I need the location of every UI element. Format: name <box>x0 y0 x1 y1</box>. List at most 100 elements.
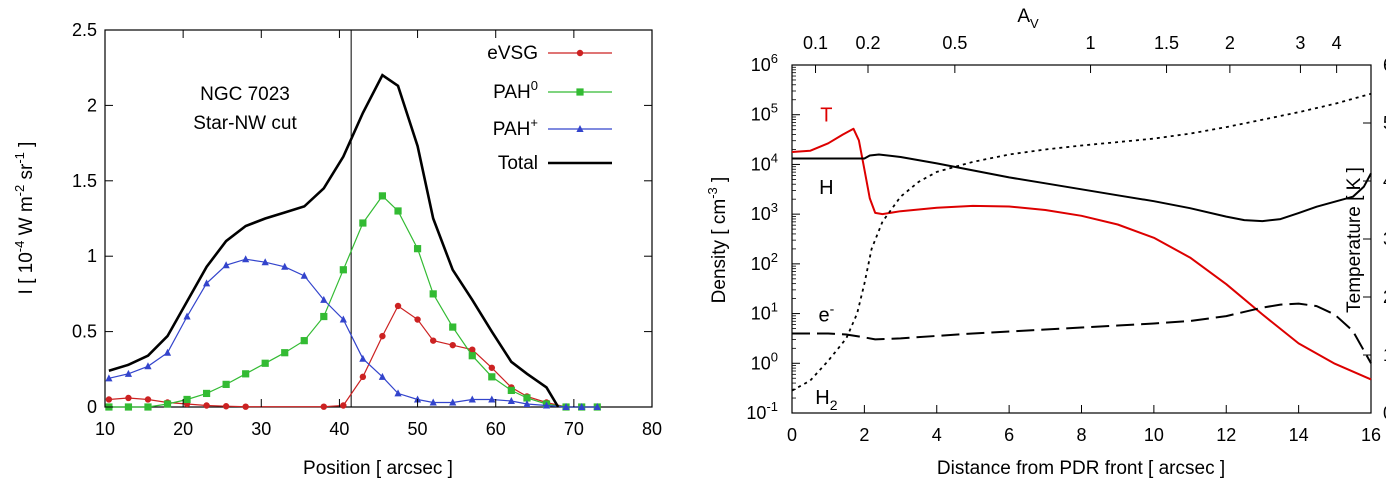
right-x-tick-label: 10 <box>1144 425 1164 445</box>
data-point-pah- <box>163 348 172 356</box>
left-plot-frame <box>104 29 653 408</box>
data-point-pah- <box>394 389 402 397</box>
data-point-evsg <box>359 373 367 381</box>
right-y-right-tick-label: 0 <box>1383 403 1386 423</box>
right-x-axis-label: Distance from PDR front [ arcsec ] <box>937 458 1225 479</box>
data-point-evsg <box>203 402 210 409</box>
data-point-pah- <box>339 315 347 323</box>
right-y-left-tick-label: 105​ <box>751 101 778 125</box>
data-point-pah- <box>523 399 531 407</box>
data-point-evsg <box>449 341 456 349</box>
right-x-axis: 0 2 4 6 8 10 12 14 16 <box>787 405 1381 445</box>
series-label: H <box>819 177 833 199</box>
data-point-pah- <box>183 312 191 320</box>
right-x-tick-label: 12 <box>1216 425 1236 445</box>
right-series-labels: T He-​ H2​ <box>815 105 837 413</box>
data-point-pah- <box>222 261 230 269</box>
data-point-pah0 <box>339 266 347 274</box>
data-point-pah- <box>507 396 515 404</box>
data-point-evsg <box>488 364 496 371</box>
left-y-tick-label: 1 <box>87 246 97 266</box>
legend-label-pah-: PAH+​ <box>493 115 538 140</box>
right-top-tick-label: 0.2 <box>855 33 880 53</box>
legend-marker-pah- <box>576 125 584 132</box>
data-point-evsg <box>379 332 386 340</box>
right-y-left-tick-label: 104​ <box>751 150 778 174</box>
data-point-pah- <box>261 258 269 266</box>
right-y-left-tick-label: 106​ <box>751 51 778 75</box>
data-point-pah- <box>429 398 437 406</box>
left-y-tick-label: 0 <box>87 397 97 417</box>
legend-marker-pah0 <box>576 88 584 96</box>
legend-label-evsg: eVSG <box>487 43 538 64</box>
left-x-tick-label: 10 <box>95 419 115 439</box>
left-x-tick-label: 30 <box>251 419 271 439</box>
right-y-left-tick-label: 100​ <box>751 349 778 373</box>
data-point-evsg <box>469 346 476 353</box>
data-point-pah- <box>562 403 570 410</box>
left-x-tick-label: 20 <box>173 419 193 439</box>
data-point-evsg <box>144 396 152 403</box>
right-top-tick-label: 0.1 <box>803 33 828 53</box>
series-label: T <box>820 105 832 127</box>
data-point-pah0 <box>300 337 308 345</box>
data-point-pah- <box>359 354 367 362</box>
series-line-h2 <box>791 92 1372 392</box>
left-y-axis: 0 0.5 1 1.5 2 2.5 <box>72 20 652 417</box>
right-y-right-tick-label: 100 <box>1383 345 1386 365</box>
data-point-pah- <box>593 403 601 410</box>
series-line-h <box>792 153 1372 223</box>
left-annotation-line2: Star-NW cut <box>193 113 297 134</box>
data-point-pah- <box>378 372 387 380</box>
data-point-pah- <box>449 398 457 406</box>
data-point-pah- <box>413 395 422 403</box>
data-point-evsg <box>105 396 113 403</box>
right-y-axis-right: 0 100 200 300 400 500 600 <box>1363 55 1386 423</box>
right-y-left-tick-label: 101​ <box>751 300 778 324</box>
data-point-pah- <box>105 374 113 382</box>
series-label: e-​ <box>818 301 834 327</box>
data-point-evsg <box>414 316 421 323</box>
left-x-tick-label: 70 <box>564 419 584 439</box>
left-annotation-line1: NGC 7023 <box>200 84 290 105</box>
legend-label-pah0: PAH0​ <box>493 78 538 103</box>
data-point-pah0 <box>488 373 496 381</box>
legend-marker-evsg <box>576 49 584 57</box>
series-line-total <box>108 73 560 408</box>
right-y-right-tick-label: 400 <box>1383 171 1386 191</box>
data-point-pah- <box>488 395 496 403</box>
right-y-right-tick-label: 300 <box>1383 229 1386 249</box>
right-y-right-tick-label: 200 <box>1383 287 1386 307</box>
right-top-tick-label: 1.5 <box>1154 33 1179 53</box>
right-y-left-tick-label: 103​ <box>751 200 778 224</box>
left-y-tick-label: 2 <box>87 95 97 115</box>
data-point-pah- <box>124 369 133 377</box>
left-y-tick-label: 1.5 <box>72 171 97 191</box>
left-y-tick-label: 0.5 <box>72 322 97 342</box>
right-x-tick-label: 2 <box>859 425 869 445</box>
series-line-pah0 <box>108 194 598 408</box>
data-point-pah0 <box>468 352 476 360</box>
left-x-tick-label: 80 <box>642 419 662 439</box>
data-point-evsg <box>125 394 132 402</box>
series-line-e <box>792 302 1372 364</box>
right-x-tick-label: 16 <box>1361 425 1381 445</box>
data-point-pah0 <box>202 389 211 398</box>
data-point-evsg <box>320 403 327 410</box>
left-chart: 10 20 30 40 50 60 70 80 0 0.5 1 1.5 2 2.5 NGC 7023 S… <box>12 20 662 479</box>
left-x-axis-label: Position [ arcsec ] <box>303 458 453 479</box>
data-point-pah- <box>578 403 586 410</box>
data-point-pah0 <box>242 370 250 378</box>
right-y-axis-left: 10-1​ 100​ 101​ 102​ 103​ 104​ 105​ 106​ <box>746 51 800 423</box>
series-line-pah- <box>108 258 598 408</box>
data-point-pah0 <box>429 290 437 298</box>
series-label: H2​ <box>815 387 837 413</box>
left-x-tick-label: 50 <box>408 419 428 439</box>
data-point-evsg <box>340 402 347 409</box>
data-point-pah0 <box>449 323 457 331</box>
left-y-axis-label: I [ 10-4​ W m-2​ sr-1​ ] <box>12 142 37 295</box>
data-point-pah0 <box>222 380 230 388</box>
data-point-pah0 <box>359 219 367 227</box>
